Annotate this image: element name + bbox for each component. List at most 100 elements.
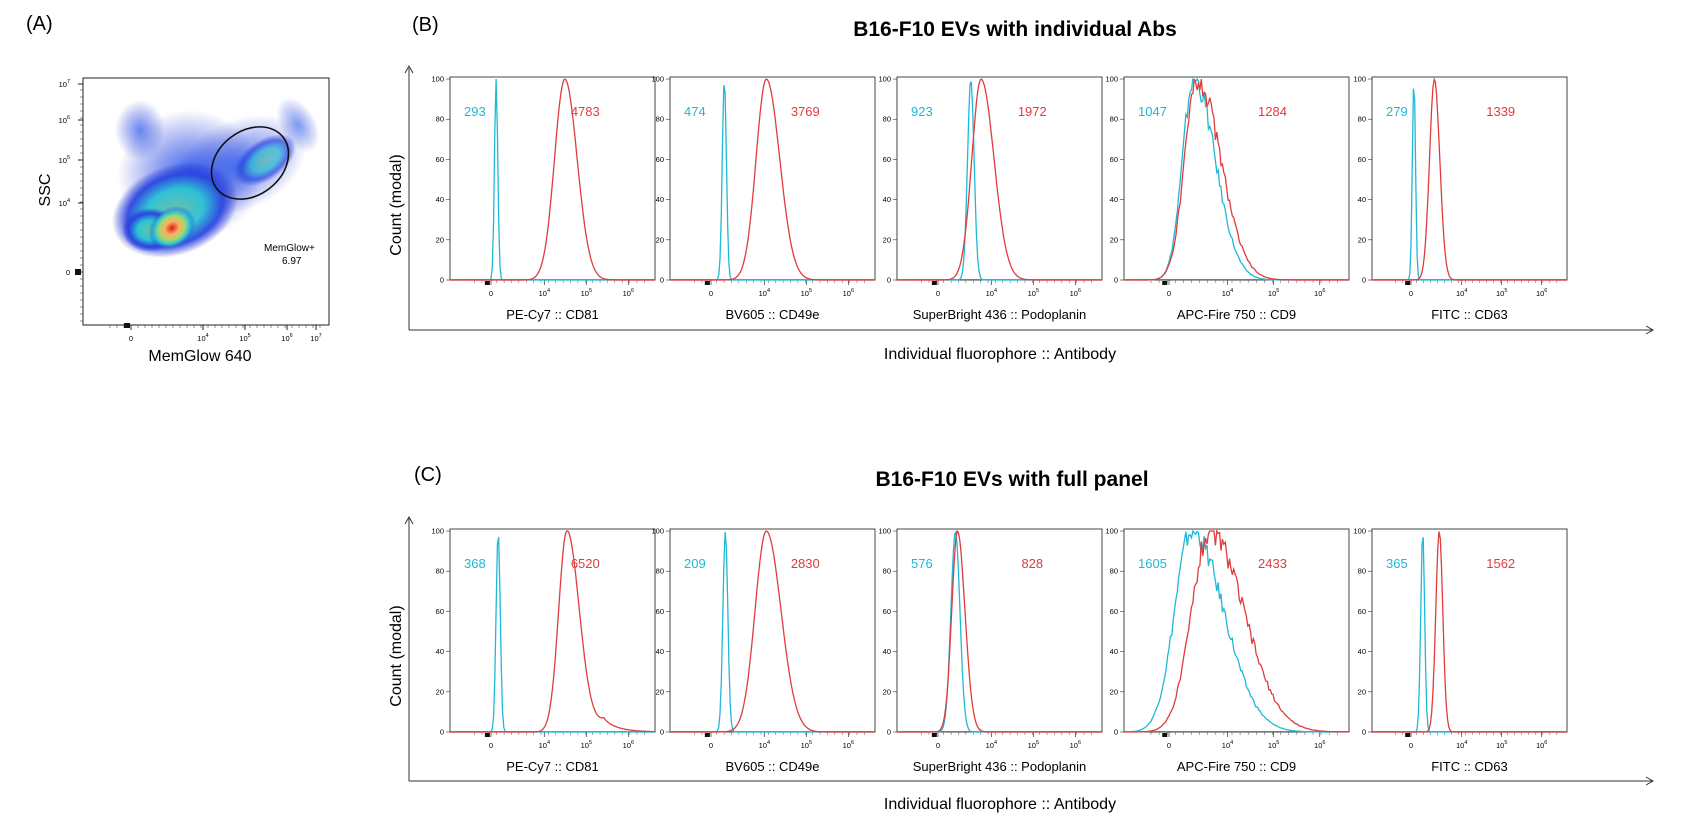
- y-tick-label: 60: [436, 155, 444, 164]
- stained-histogram-line: [450, 530, 655, 733]
- a-x-tick-label-exp: 7: [319, 333, 322, 339]
- x-tick-label: 105: [1028, 288, 1039, 298]
- y-tick-label: 0: [887, 728, 891, 737]
- x-tick-label: 104: [986, 740, 997, 750]
- x-tick-label: 0: [1167, 289, 1171, 298]
- x-tick-label-exp: 6: [1078, 740, 1081, 746]
- zero-marker: [704, 733, 710, 737]
- x-tick-label: 106: [623, 740, 634, 750]
- a-x-tick-label: 105: [239, 333, 250, 343]
- y-tick-label: 40: [1110, 195, 1118, 204]
- y-tick-label: 60: [1110, 155, 1118, 164]
- x-tick-label: 0: [936, 741, 940, 750]
- gate-value: 6.97: [282, 256, 302, 267]
- histogram-frame: [1123, 76, 1350, 281]
- x-tick-label: 105: [1496, 288, 1507, 298]
- zero-marker: [1162, 281, 1168, 285]
- x-tick-label-exp: 4: [767, 288, 770, 294]
- x-tick-label-exp: 5: [1036, 740, 1039, 746]
- x-tick-label-exp: 6: [631, 288, 634, 294]
- control-mfi-label: 209: [684, 556, 706, 571]
- a-y-tick-label-exp: 5: [67, 155, 70, 161]
- panel-a-scatter: MemGlow+ 6.97 MemGlow 640 SSC 0 104 105 106…: [37, 77, 330, 365]
- stained-mfi-label: 2830: [791, 556, 820, 571]
- y-tick-label: 60: [1358, 155, 1366, 164]
- zero-marker: [484, 733, 490, 737]
- x-tick-label-exp: 5: [589, 288, 592, 294]
- y-tick-label: 20: [1358, 235, 1366, 244]
- panel-b-label: (B): [412, 14, 439, 36]
- panel-c-title: B16-F10 EVs with full panel: [875, 468, 1148, 491]
- x-tick-label: 106: [1314, 288, 1325, 298]
- a-x-tick-label: 106: [281, 333, 292, 343]
- y-tick-label: 0: [1114, 276, 1118, 285]
- a-x-tick-label: 0: [129, 334, 133, 343]
- x-tick-label: 0: [936, 289, 940, 298]
- a-y-tick-label: 107: [59, 79, 70, 89]
- a-x-tick-label: 104: [197, 333, 208, 343]
- x-tick-label: 0: [489, 289, 493, 298]
- x-tick-label: 104: [759, 740, 770, 750]
- panel-b-axes: [404, 64, 1655, 335]
- panel-a-label: (A): [26, 13, 53, 35]
- stained-mfi-label: 4783: [571, 104, 600, 119]
- y-tick-label: 40: [1358, 195, 1366, 204]
- y-tick-label: 0: [660, 276, 664, 285]
- x-tick-label-exp: 4: [1230, 288, 1233, 294]
- stained-histogram-line: [897, 78, 1102, 281]
- y-tick-label: 80: [883, 567, 891, 576]
- memglow-gate[interactable]: [197, 112, 303, 214]
- panel-b-ylabel: Count (modal): [388, 154, 405, 255]
- y-tick-label: 80: [1110, 115, 1118, 124]
- y-tick-label: 40: [1110, 647, 1118, 656]
- a-y-tick-label-exp: 7: [67, 79, 70, 85]
- y-tick-label: 40: [656, 195, 664, 204]
- x-tick-label: 0: [709, 741, 713, 750]
- control-mfi-label: 1605: [1138, 556, 1167, 571]
- control-mfi-label: 365: [1386, 556, 1408, 571]
- stained-histogram-line: [1372, 531, 1567, 733]
- panel-a-xlabel: MemGlow 640: [148, 348, 251, 365]
- y-tick-label: 40: [436, 647, 444, 656]
- histogram-xlabel: BV605 :: CD49e: [726, 759, 820, 774]
- gate-name: MemGlow+: [264, 243, 315, 254]
- y-tick-label: 100: [1353, 75, 1366, 84]
- y-tick-label: 0: [440, 276, 444, 285]
- histogram-xlabel: FITC :: CD63: [1431, 759, 1508, 774]
- y-tick-label: 20: [883, 235, 891, 244]
- stained-histogram-line: [670, 78, 875, 281]
- x-tick-label: 105: [581, 288, 592, 298]
- x-tick-label-exp: 5: [1276, 288, 1279, 294]
- stained-mfi-label: 1972: [1018, 104, 1047, 119]
- scatter-frame: [82, 77, 330, 326]
- a-y-tick-label: 106: [59, 115, 70, 125]
- y-tick-label: 60: [1358, 607, 1366, 616]
- x-tick-label: 106: [623, 288, 634, 298]
- stained-mfi-label: 1284: [1258, 104, 1287, 119]
- histogram-xlabel: PE-Cy7 :: CD81: [506, 307, 598, 322]
- y-tick-label: 20: [1358, 687, 1366, 696]
- x-tick-label: 0: [1167, 741, 1171, 750]
- y-tick-label: 80: [1110, 567, 1118, 576]
- histogram-xlabel: APC-Fire 750 :: CD9: [1177, 307, 1296, 322]
- zero-marker: [931, 733, 937, 737]
- x-tick-label: 104: [1222, 288, 1233, 298]
- x-tick-label-exp: 4: [547, 740, 550, 746]
- a-x-zero-marker: [124, 323, 130, 328]
- control-mfi-label: 923: [911, 104, 933, 119]
- y-tick-label: 80: [436, 115, 444, 124]
- x-tick-label-exp: 5: [1276, 740, 1279, 746]
- x-tick-label-exp: 4: [1464, 288, 1467, 294]
- a-x-tick-label-exp: 4: [206, 333, 209, 339]
- x-tick-label: 106: [843, 740, 854, 750]
- stained-histogram-line: [1124, 528, 1350, 733]
- y-tick-label: 80: [656, 567, 664, 576]
- y-tick-label: 100: [651, 527, 664, 536]
- x-tick-label: 104: [539, 740, 550, 750]
- x-tick-label: 105: [801, 740, 812, 750]
- histogram-xlabel: SuperBright 436 :: Podoplanin: [913, 759, 1086, 774]
- x-tick-label: 0: [709, 289, 713, 298]
